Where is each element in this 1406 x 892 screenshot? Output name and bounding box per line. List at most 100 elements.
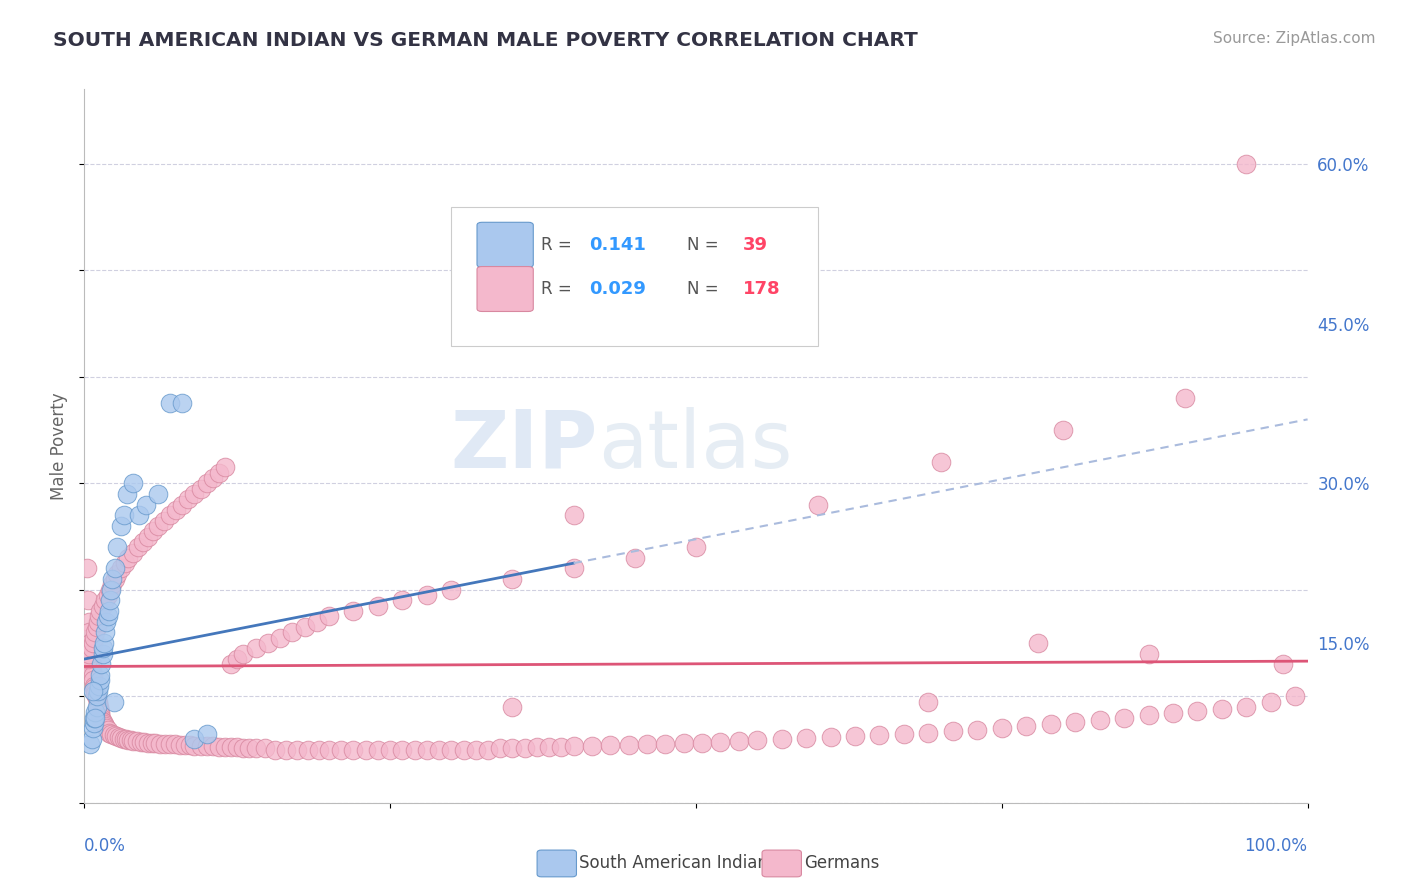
- Point: [153, 514, 176, 528]
- Point: [93, 717, 115, 731]
- Point: [115, 487, 138, 501]
- Point: [354, 742, 377, 756]
- Point: [169, 739, 191, 753]
- Point: [380, 742, 402, 756]
- Point: [416, 742, 439, 756]
- Text: ZIP: ZIP: [451, 407, 598, 485]
- Point: [159, 396, 181, 410]
- Point: [869, 728, 891, 742]
- Point: [727, 734, 749, 748]
- Point: [416, 588, 439, 602]
- Point: [172, 396, 194, 410]
- Point: [201, 739, 224, 754]
- Point: [281, 625, 304, 640]
- Point: [114, 556, 136, 570]
- Point: [84, 684, 107, 698]
- Point: [513, 741, 536, 756]
- Point: [97, 723, 120, 738]
- Point: [77, 652, 100, 666]
- Point: [1137, 647, 1160, 661]
- Point: [97, 604, 120, 618]
- Point: [404, 742, 426, 756]
- Point: [100, 582, 122, 597]
- Point: [770, 731, 793, 746]
- Point: [1039, 717, 1062, 731]
- Point: [110, 519, 132, 533]
- Point: [104, 572, 127, 586]
- Point: [149, 737, 172, 751]
- Point: [101, 577, 124, 591]
- Text: 178: 178: [742, 280, 780, 298]
- Point: [83, 715, 105, 730]
- Point: [105, 729, 128, 743]
- FancyBboxPatch shape: [477, 222, 533, 268]
- Point: [391, 593, 413, 607]
- Point: [80, 731, 103, 746]
- Point: [82, 673, 104, 688]
- Point: [82, 721, 104, 735]
- Point: [308, 742, 330, 756]
- Text: R =: R =: [541, 280, 576, 298]
- Point: [219, 740, 242, 755]
- Point: [100, 726, 122, 740]
- Point: [79, 636, 101, 650]
- Point: [172, 498, 194, 512]
- Point: [110, 731, 132, 745]
- Point: [453, 742, 475, 756]
- Point: [129, 735, 152, 749]
- Point: [330, 742, 353, 756]
- Point: [305, 615, 328, 629]
- Text: 100.0%: 100.0%: [1244, 837, 1308, 855]
- Point: [135, 498, 157, 512]
- Point: [98, 593, 121, 607]
- Point: [136, 529, 159, 543]
- Point: [917, 725, 939, 739]
- Point: [97, 609, 120, 624]
- Point: [89, 706, 111, 720]
- Point: [269, 631, 291, 645]
- Point: [134, 735, 156, 749]
- Point: [76, 561, 98, 575]
- Point: [112, 731, 135, 746]
- Point: [624, 550, 647, 565]
- Point: [318, 609, 340, 624]
- Point: [654, 737, 676, 751]
- Point: [581, 739, 603, 754]
- Point: [103, 695, 125, 709]
- Point: [87, 700, 110, 714]
- Point: [820, 730, 842, 744]
- Point: [1260, 695, 1282, 709]
- Point: [297, 742, 319, 756]
- Point: [89, 668, 111, 682]
- Point: [254, 741, 277, 756]
- Point: [141, 736, 163, 750]
- Point: [617, 739, 640, 753]
- Point: [232, 741, 254, 756]
- Point: [91, 641, 114, 656]
- Point: [219, 657, 242, 672]
- Point: [86, 690, 108, 704]
- Point: [122, 734, 145, 748]
- Point: [165, 503, 187, 517]
- Point: [83, 681, 105, 695]
- Point: [79, 737, 101, 751]
- Point: [115, 731, 138, 746]
- Point: [893, 726, 915, 740]
- Point: [1187, 704, 1209, 718]
- Point: [142, 524, 165, 539]
- Point: [87, 695, 110, 709]
- Point: [685, 540, 707, 554]
- Point: [1052, 423, 1074, 437]
- Point: [264, 742, 287, 756]
- FancyBboxPatch shape: [477, 267, 533, 311]
- Point: [105, 566, 128, 581]
- Point: [91, 714, 114, 729]
- Point: [94, 625, 117, 640]
- Point: [1015, 719, 1038, 733]
- Point: [562, 561, 585, 575]
- Point: [794, 731, 817, 745]
- Point: [117, 550, 139, 565]
- Point: [709, 735, 731, 749]
- Point: [427, 742, 450, 756]
- Point: [195, 739, 218, 754]
